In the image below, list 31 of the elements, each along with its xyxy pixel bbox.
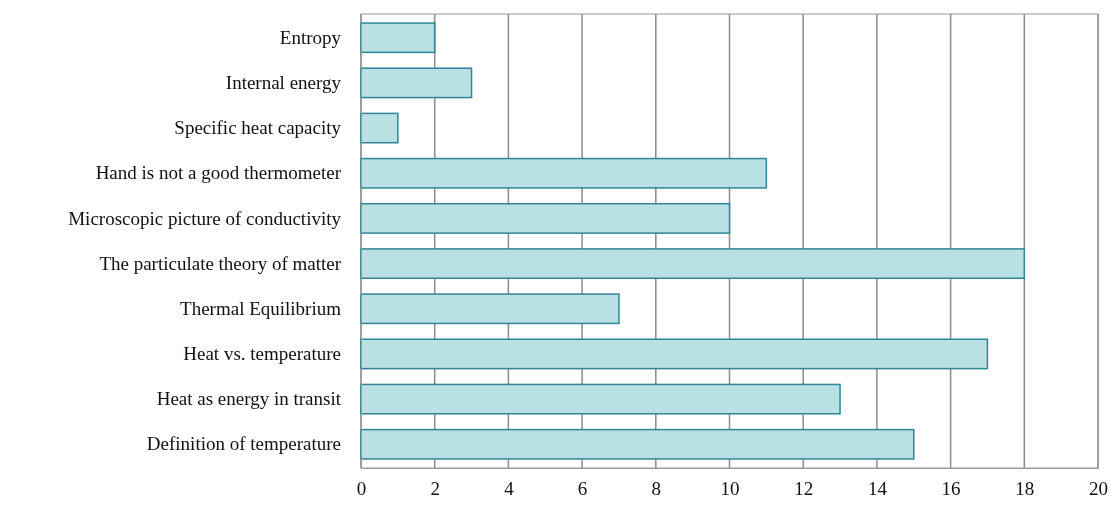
x-tick-label: 20 — [1089, 478, 1108, 500]
x-tick-label: 2 — [430, 478, 440, 500]
bar — [360, 383, 841, 415]
y-tick-label: The particulate theory of matter — [99, 252, 342, 274]
bar — [360, 338, 989, 370]
x-tick-label: 10 — [720, 478, 740, 500]
bar — [360, 248, 1026, 280]
x-tick-label: 0 — [356, 478, 367, 500]
bar — [360, 112, 399, 144]
x-tick-label: 4 — [504, 478, 515, 500]
bar — [360, 202, 731, 234]
x-tick-label: 14 — [867, 478, 888, 500]
bar — [360, 428, 915, 460]
bar — [360, 67, 473, 99]
y-tick-label: Heat as energy in transit — [156, 388, 342, 410]
y-tick-label: Internal energy — [225, 71, 342, 93]
x-tick-label: 16 — [941, 478, 961, 500]
x-tick-label: 8 — [651, 478, 662, 500]
bar — [360, 22, 436, 54]
x-tick-label: 18 — [1015, 478, 1035, 500]
y-tick-label: Definition of temperature — [146, 433, 341, 455]
bar — [360, 157, 768, 189]
y-tick-label: Microscopic picture of conductivity — [68, 207, 342, 229]
y-tick-label: Thermal Equilibrium — [180, 297, 342, 319]
y-tick-label: Entropy — [279, 26, 342, 48]
y-tick-label: Hand is not a good thermometer — [95, 162, 342, 184]
y-tick-label: Heat vs. temperature — [183, 343, 341, 365]
x-tick-label: 12 — [794, 478, 814, 500]
x-tick-label: 6 — [577, 478, 588, 500]
bar — [360, 293, 620, 325]
y-tick-label: Specific heat capacity — [174, 117, 342, 139]
